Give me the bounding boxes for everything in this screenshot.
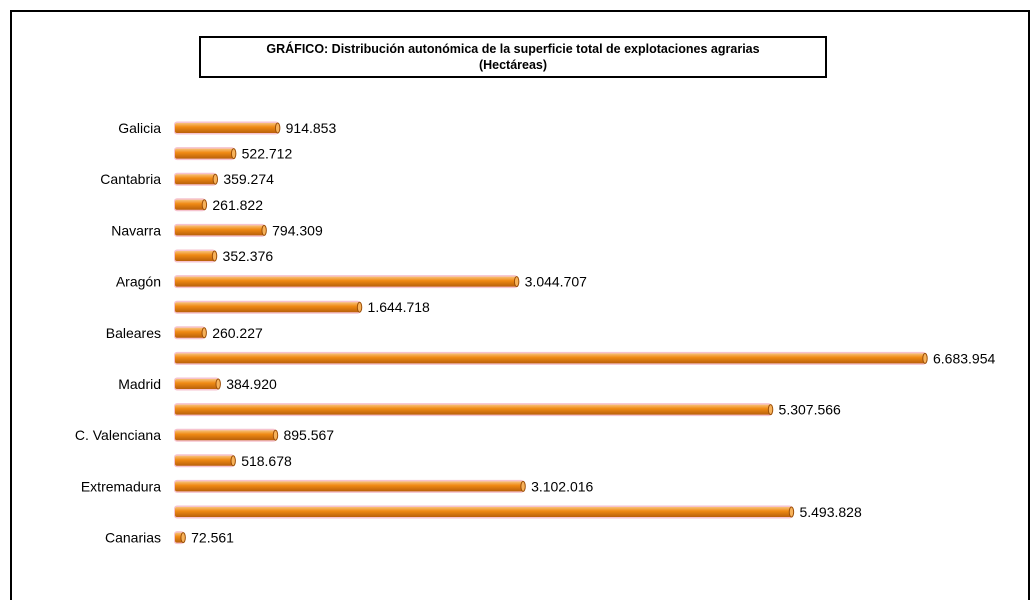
value-label: 5.493.828 xyxy=(799,504,861,520)
bar xyxy=(175,251,215,261)
value-label: 359.274 xyxy=(223,171,274,187)
value-label: 352.376 xyxy=(223,248,274,264)
bar-end-cap xyxy=(356,301,363,313)
bar-end-cap xyxy=(272,429,279,441)
bar-end-cap xyxy=(788,506,795,518)
bar-end-cap xyxy=(274,122,281,134)
category-label: C. Valenciana xyxy=(75,427,161,443)
bar xyxy=(175,430,276,441)
chart-title: GRÁFICO: Distribución autonómica de la s… xyxy=(266,42,760,56)
chart-subtitle: (Hectáreas) xyxy=(478,58,548,72)
bar-end-cap xyxy=(212,173,219,185)
bar xyxy=(175,481,524,492)
bar xyxy=(175,353,925,364)
bar-end-cap xyxy=(230,148,237,160)
bar xyxy=(175,148,234,159)
value-labels: 914.853 522.712 359.274 261.822 794.309 352.3… xyxy=(191,120,995,546)
category-label: Baleares xyxy=(106,325,161,341)
bar xyxy=(175,404,771,415)
category-label: Galicia xyxy=(118,120,161,136)
value-label: 3.044.707 xyxy=(525,274,587,290)
value-label: 6.683.954 xyxy=(933,350,995,366)
bars-layer xyxy=(174,121,928,545)
bar xyxy=(175,455,234,466)
bar xyxy=(175,327,205,338)
bar xyxy=(175,199,205,210)
value-label: 72.561 xyxy=(191,530,234,546)
value-label: 895.567 xyxy=(283,427,334,443)
value-label: 384.920 xyxy=(226,376,277,392)
chart-frame xyxy=(10,10,1030,600)
value-label: 260.227 xyxy=(212,325,263,341)
bar-end-cap xyxy=(230,455,236,467)
bar-end-cap xyxy=(261,224,267,236)
value-label: 5.307.566 xyxy=(779,402,841,418)
bar xyxy=(175,174,216,185)
value-label: 522.712 xyxy=(242,146,293,162)
bar-end-cap xyxy=(211,250,218,262)
bar xyxy=(175,379,219,389)
bar-end-cap xyxy=(767,404,774,416)
category-label: Canarias xyxy=(105,530,161,546)
category-label: Aragón xyxy=(116,274,161,290)
bar xyxy=(175,225,265,236)
bar-end-cap xyxy=(201,199,208,211)
value-label: 914.853 xyxy=(286,120,337,136)
category-labels: Galicia Cantabria Navarra Aragón Baleares Mad… xyxy=(75,120,161,546)
category-label: Madrid xyxy=(118,376,161,392)
bar-end-cap xyxy=(215,378,221,390)
bar xyxy=(175,276,517,287)
value-label: 261.822 xyxy=(212,197,263,213)
category-label: Cantabria xyxy=(100,171,161,187)
bar-end-cap xyxy=(922,352,928,364)
bar-end-cap xyxy=(520,480,526,492)
bar-end-cap xyxy=(513,276,520,288)
category-label: Extremadura xyxy=(81,478,161,494)
chart-title-box: GRÁFICO: Distribución autonómica de la s… xyxy=(199,36,827,78)
value-label: 3.102.016 xyxy=(531,478,593,494)
category-label: Navarra xyxy=(111,222,161,238)
bar-end-cap xyxy=(201,327,207,339)
value-label: 518.678 xyxy=(241,453,292,469)
bar xyxy=(175,123,278,133)
bar xyxy=(175,507,792,517)
value-label: 1.644.718 xyxy=(368,299,430,315)
value-label: 794.309 xyxy=(272,222,323,238)
bar xyxy=(175,302,360,313)
bar-end-cap xyxy=(180,532,186,544)
